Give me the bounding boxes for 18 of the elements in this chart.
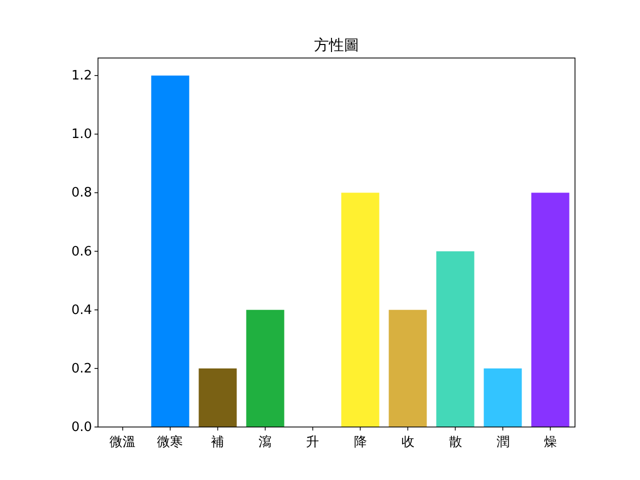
x-tick-label: 補 [211,435,224,450]
x-tick-label: 微寒 [157,434,184,450]
y-tick-label: 0.6 [71,244,92,260]
y-tick-label: 0.0 [71,420,92,435]
y-tick-label: 0.8 [71,186,92,201]
y-tick-label: 1.2 [71,68,92,84]
x-tick-label: 潤 [496,435,510,450]
x-tick-label: 升 [306,435,320,450]
x-tick-label: 降 [354,435,367,450]
y-tick-label: 0.2 [71,361,92,376]
y-tick-label: 0.4 [71,302,92,318]
y-tick-label: 1.0 [71,127,92,142]
x-tick-label: 散 [448,435,462,450]
x-tick-label: 燥 [544,435,557,450]
x-tick-label: 瀉 [258,435,272,450]
chart-title: 方性圖 [314,36,359,54]
x-tick-label: 收 [401,435,414,450]
x-tick-label: 微溫 [110,435,136,450]
